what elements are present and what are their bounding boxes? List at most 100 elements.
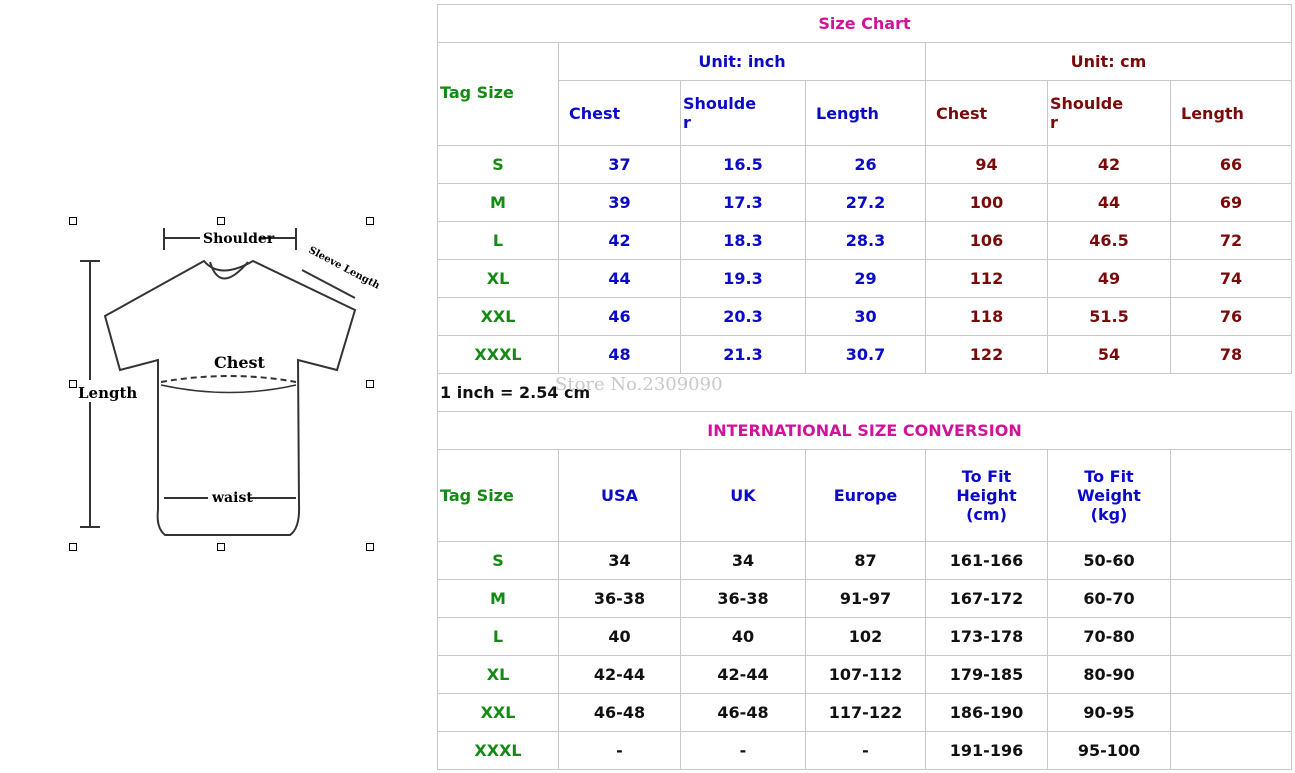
value-cell: 107-112 [805, 655, 926, 694]
value-cell: 76 [1170, 297, 1292, 336]
tag-size-cell: XXXL [437, 731, 559, 770]
value-cell: - [680, 731, 806, 770]
column-header: Length [805, 80, 926, 146]
value-cell: 34 [680, 541, 806, 580]
value-cell: 179-185 [925, 655, 1048, 694]
value-cell: 20.3 [680, 297, 806, 336]
value-cell: 44 [1047, 183, 1171, 222]
empty-cell [1170, 617, 1292, 656]
resize-handle[interactable] [366, 543, 374, 551]
tag-size-cell: S [437, 145, 559, 184]
empty-cell [1170, 579, 1292, 618]
value-cell: 46.5 [1047, 221, 1171, 260]
shoulder-label: Shoulder [203, 231, 275, 247]
value-cell: 37 [558, 145, 681, 184]
value-cell: 42-44 [680, 655, 806, 694]
international-size-conversion-table: INTERNATIONAL SIZE CONVERSION Tag Size US… [437, 411, 1292, 770]
value-cell: 36-38 [680, 579, 806, 618]
tag-size-header: Tag Size [437, 42, 559, 146]
value-cell: 39 [558, 183, 681, 222]
resize-handle[interactable] [217, 543, 225, 551]
resize-handle[interactable] [366, 217, 374, 225]
tag-size-cell: M [437, 579, 559, 618]
table-row: M 39 17.3 27.2 100 44 69 [437, 183, 1292, 222]
chest-label: Chest [214, 353, 266, 372]
resize-handle[interactable] [217, 217, 225, 225]
column-header [1170, 449, 1292, 542]
conversion-note: 1 inch = 2.54 cm [437, 373, 1292, 412]
value-cell: 21.3 [680, 335, 806, 374]
value-cell: 42 [1047, 145, 1171, 184]
length-label: Length [78, 384, 137, 402]
value-cell: 106 [925, 221, 1048, 260]
value-cell: 72 [1170, 221, 1292, 260]
value-cell: 66 [1170, 145, 1292, 184]
value-cell: 90-95 [1047, 693, 1171, 732]
value-cell: 44 [558, 259, 681, 298]
store-watermark: Store No.2309090 [555, 374, 723, 395]
value-cell: 95-100 [1047, 731, 1171, 770]
waist-label: waist [211, 490, 253, 506]
size-chart-title: Size Chart [437, 4, 1292, 43]
table-row: S 37 16.5 26 94 42 66 [437, 145, 1292, 184]
sleeve-label: Sleeve Length [307, 245, 380, 292]
value-cell: 17.3 [680, 183, 806, 222]
value-cell: 191-196 [925, 731, 1048, 770]
value-cell: 42-44 [558, 655, 681, 694]
resize-handle[interactable] [69, 217, 77, 225]
value-cell: 27.2 [805, 183, 926, 222]
value-cell: 91-97 [805, 579, 926, 618]
unit-inch-header: Unit: inch [558, 42, 926, 81]
value-cell: 122 [925, 335, 1048, 374]
tag-size-cell: L [437, 221, 559, 260]
value-cell: 50-60 [1047, 541, 1171, 580]
value-cell: 161-166 [925, 541, 1048, 580]
tag-size-cell: S [437, 541, 559, 580]
tag-size-cell: XXXL [437, 335, 559, 374]
value-cell: 186-190 [925, 693, 1048, 732]
value-cell: 94 [925, 145, 1048, 184]
table-row: S 34 34 87 161-166 50-60 [437, 541, 1292, 580]
conversion-title: INTERNATIONAL SIZE CONVERSION [437, 411, 1292, 450]
tag-size-cell: L [437, 617, 559, 656]
value-cell: - [558, 731, 681, 770]
value-cell: 19.3 [680, 259, 806, 298]
tag-size-cell: XXL [437, 297, 559, 336]
value-cell: 74 [1170, 259, 1292, 298]
value-cell: 118 [925, 297, 1048, 336]
value-cell: 173-178 [925, 617, 1048, 656]
table-row: XL 42-44 42-44 107-112 179-185 80-90 [437, 655, 1292, 694]
value-cell: 54 [1047, 335, 1171, 374]
value-cell: 51.5 [1047, 297, 1171, 336]
table-row: L 42 18.3 28.3 106 46.5 72 [437, 221, 1292, 260]
resize-handle[interactable] [366, 380, 374, 388]
value-cell: 16.5 [680, 145, 806, 184]
value-cell: 100 [925, 183, 1048, 222]
value-cell: 46-48 [680, 693, 806, 732]
resize-handle[interactable] [69, 543, 77, 551]
value-cell: 42 [558, 221, 681, 260]
value-cell: 87 [805, 541, 926, 580]
value-cell: 112 [925, 259, 1048, 298]
value-cell: 48 [558, 335, 681, 374]
column-header: Europe [805, 449, 926, 542]
value-cell: 69 [1170, 183, 1292, 222]
value-cell: 80-90 [1047, 655, 1171, 694]
value-cell: - [805, 731, 926, 770]
tag-size-cell: M [437, 183, 559, 222]
column-header: USA [558, 449, 681, 542]
unit-cm-header: Unit: cm [925, 42, 1292, 81]
table-row: XL 44 19.3 29 112 49 74 [437, 259, 1292, 298]
value-cell: 26 [805, 145, 926, 184]
tshirt-measurement-diagram: Length Shoulder waist Chest Sleeve Lengt… [60, 210, 382, 555]
resize-handle[interactable] [69, 380, 77, 388]
value-cell: 167-172 [925, 579, 1048, 618]
tag-size-cell: XL [437, 259, 559, 298]
empty-cell [1170, 655, 1292, 694]
column-header: Chest [925, 80, 1048, 146]
tag-size-cell: XL [437, 655, 559, 694]
empty-cell [1170, 731, 1292, 770]
table-row: L 40 40 102 173-178 70-80 [437, 617, 1292, 656]
value-cell: 117-122 [805, 693, 926, 732]
value-cell: 102 [805, 617, 926, 656]
